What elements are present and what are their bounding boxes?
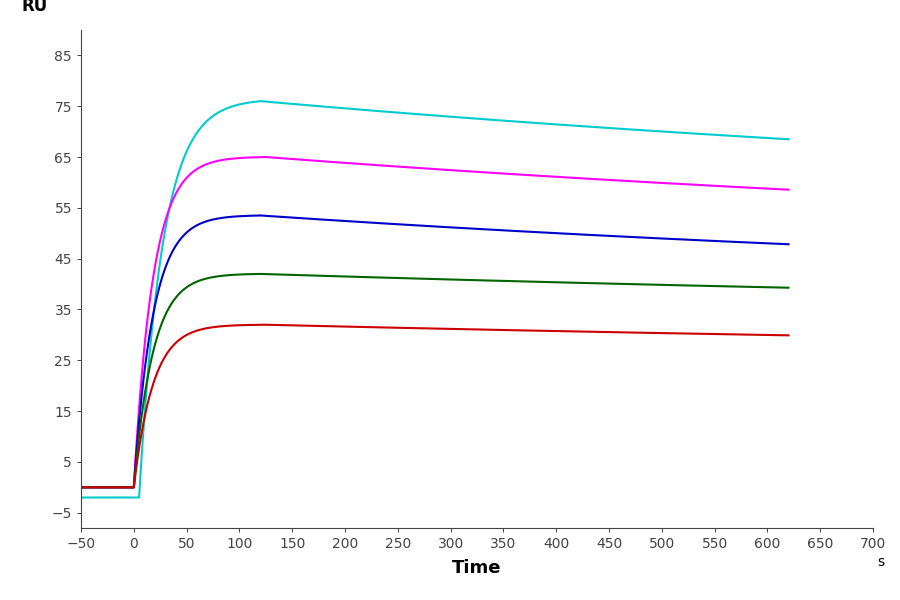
Text: s: s [877, 556, 884, 569]
Text: RU: RU [22, 0, 48, 15]
X-axis label: Time: Time [452, 559, 502, 577]
